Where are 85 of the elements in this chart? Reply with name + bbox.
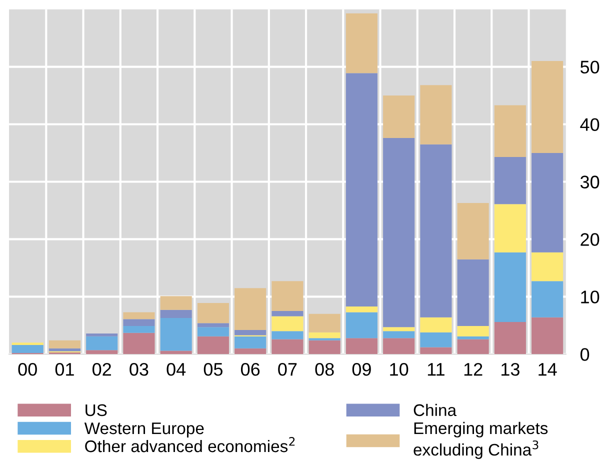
- bar: [457, 339, 489, 354]
- bar: [160, 318, 192, 351]
- bar: [532, 252, 564, 282]
- y-tick-label: 30: [580, 176, 600, 188]
- bar: [86, 350, 118, 354]
- bar: [272, 311, 304, 316]
- bar: [346, 306, 378, 312]
- bar: [272, 281, 304, 312]
- bar: [532, 61, 564, 154]
- y-tick-label: 50: [580, 60, 600, 74]
- bar: [420, 85, 452, 144]
- bar: [160, 350, 192, 354]
- bar: [383, 331, 415, 338]
- bar: [123, 312, 155, 320]
- bar: [383, 96, 415, 138]
- bar: [123, 319, 155, 326]
- x-tick-label: 06: [240, 362, 260, 376]
- bar: [86, 336, 118, 350]
- bar: [383, 327, 415, 332]
- y-tick-label: 0: [580, 348, 590, 361]
- x-tick-label: 02: [92, 362, 111, 376]
- bar: [234, 330, 266, 336]
- bar: [532, 153, 564, 252]
- bar: [197, 303, 229, 324]
- bar: [494, 252, 526, 322]
- x-tick-label: 05: [204, 362, 222, 376]
- bar: [308, 314, 340, 332]
- bar: [346, 13, 378, 74]
- x-tick-label: 07: [278, 362, 297, 376]
- legend-label: Emerging markets excluding China$^{3}$: [414, 422, 548, 459]
- bar: [123, 326, 155, 333]
- bar: [308, 340, 340, 354]
- bar: [346, 73, 378, 306]
- bar: [532, 281, 564, 318]
- x-tick-label: 03: [130, 362, 148, 376]
- bar: [197, 327, 229, 336]
- legend-label: US: [86, 404, 107, 416]
- bar: [494, 105, 526, 158]
- x-tick-label: 14: [538, 363, 557, 376]
- bar: [383, 338, 415, 354]
- bar: [457, 259, 489, 326]
- bar: [160, 296, 192, 310]
- bar: [272, 331, 304, 340]
- bar: [420, 332, 452, 348]
- bar: [420, 144, 452, 318]
- bar: [48, 348, 80, 352]
- x-tick-label: 10: [390, 362, 408, 376]
- bar: [48, 340, 80, 348]
- bar: [272, 339, 304, 354]
- bar: [234, 336, 266, 348]
- bar: [420, 347, 452, 354]
- x-tick-label: 00: [18, 362, 37, 376]
- bar: [383, 138, 415, 328]
- legend-label: Western Europe: [84, 422, 204, 438]
- bar: [308, 332, 340, 338]
- x-tick-label: 11: [428, 363, 444, 376]
- bar: [420, 317, 452, 332]
- x-tick-label: 01: [55, 362, 74, 376]
- x-tick-label: 12: [464, 362, 482, 376]
- bar: [12, 344, 44, 354]
- bar: [234, 348, 266, 354]
- bar: [494, 157, 526, 204]
- y-tick-label: 20: [580, 233, 600, 246]
- bar: [197, 323, 229, 328]
- x-tick-label: 09: [352, 362, 371, 376]
- legend-label: Other advanced economies$^{2}$: [85, 437, 295, 452]
- bar: [346, 338, 378, 354]
- bar: [272, 316, 304, 332]
- bar: [160, 310, 192, 318]
- bar: [197, 336, 229, 354]
- x-tick-label: 04: [166, 362, 186, 376]
- y-tick-label: 10: [581, 290, 600, 304]
- bar: [86, 333, 118, 336]
- bar: [457, 203, 489, 260]
- bar: [346, 312, 378, 338]
- bar: [494, 322, 526, 354]
- x-tick-label: 08: [315, 362, 334, 376]
- bar: [532, 317, 564, 354]
- legend-label: China: [414, 404, 457, 416]
- bar: [123, 332, 155, 354]
- y-tick-label: 40: [580, 118, 600, 131]
- bar: [234, 288, 266, 330]
- bar: [494, 204, 526, 252]
- x-tick-label: 13: [502, 362, 520, 376]
- bar: [457, 326, 489, 336]
